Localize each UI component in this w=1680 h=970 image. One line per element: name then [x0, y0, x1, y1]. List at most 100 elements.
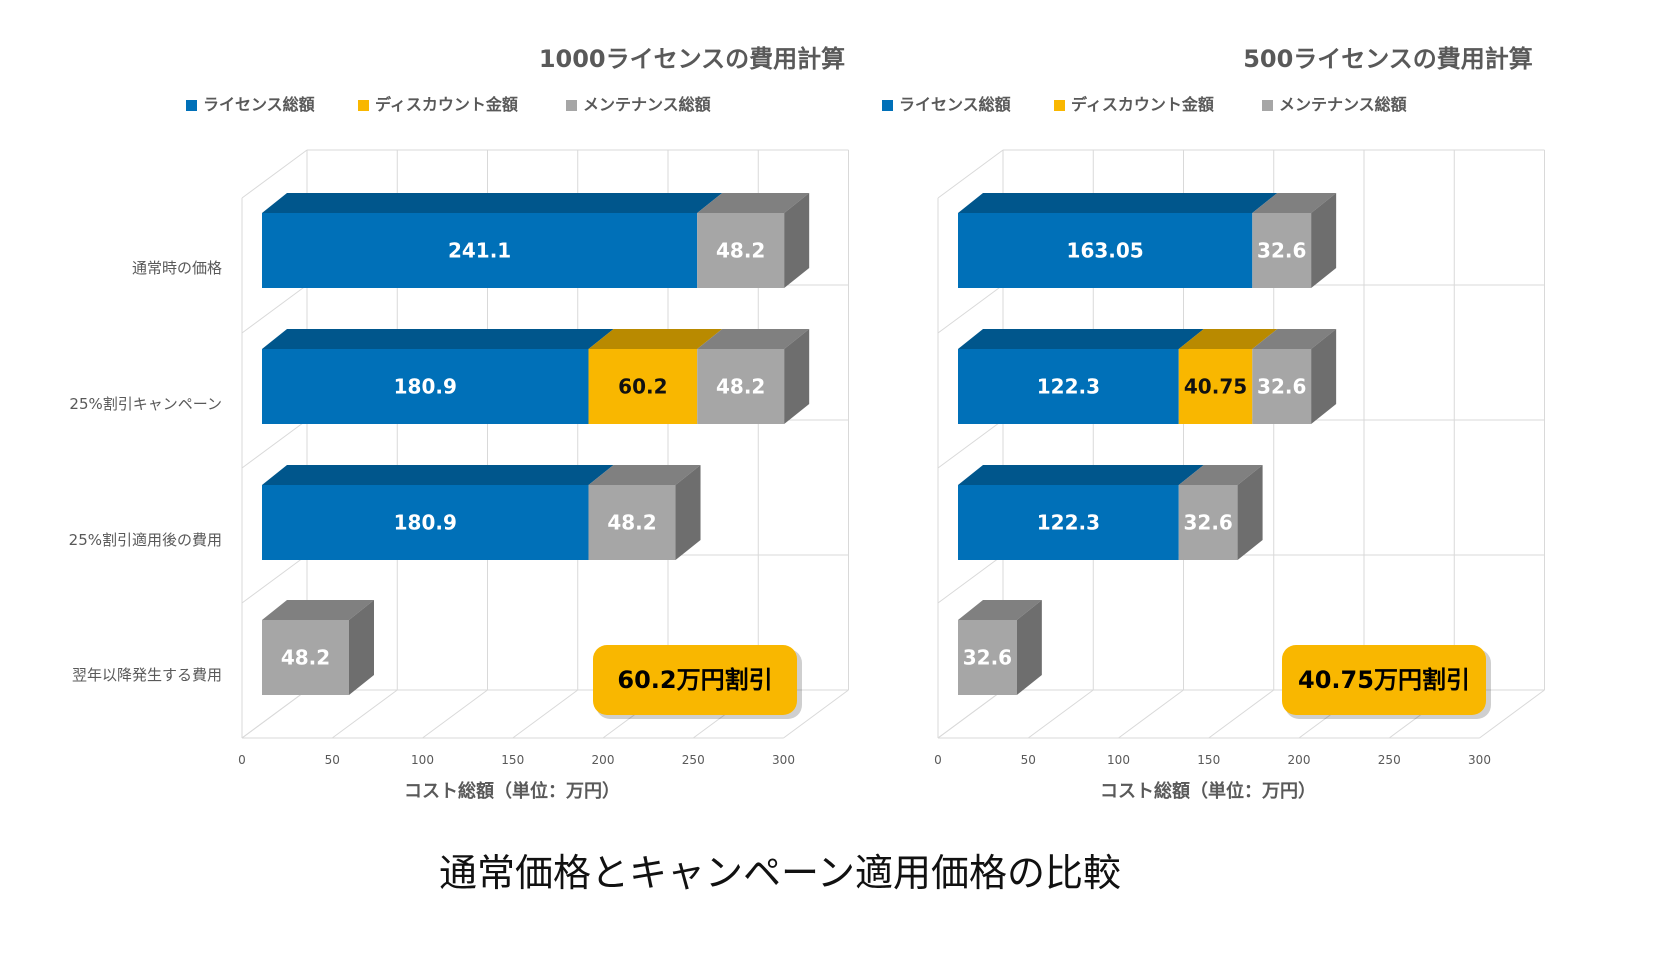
bar-segment: [588, 485, 676, 560]
side-gridline: [937, 689, 1004, 739]
data-label: 180.9: [394, 511, 457, 535]
legend-swatch: [882, 100, 893, 111]
y-category-label: 25%割引適用後の費用: [69, 531, 222, 549]
data-label: 180.9: [394, 375, 457, 399]
bar-top: [697, 193, 810, 213]
bar-top: [1252, 329, 1337, 349]
bar-segment: [588, 349, 698, 424]
floor-gridline: [1118, 689, 1184, 739]
chart-title-0: 1000ライセンスの費用計算: [539, 45, 845, 73]
x-tick-label: 150: [501, 753, 524, 767]
legend-label: メンテナンス総額: [1279, 95, 1407, 114]
y-category-label: 25%割引キャンペーン: [69, 395, 222, 413]
x-tick-label: 300: [772, 753, 795, 767]
bar-segment: [1178, 349, 1253, 424]
x-axis-title: コスト総額（単位：万円）: [1100, 780, 1316, 802]
legend-label: ディスカウント金額: [375, 95, 518, 114]
data-label: 60.2: [618, 375, 667, 399]
caption: 通常価格とキャンペーン適用価格の比較: [438, 851, 1122, 895]
x-tick-label: 50: [325, 753, 340, 767]
bar-side: [1237, 465, 1263, 560]
data-label: 241.1: [448, 239, 511, 263]
bar-side: [1016, 600, 1042, 695]
annotation-box: [1282, 645, 1486, 715]
x-tick-label: 150: [1197, 753, 1220, 767]
side-gridline: [241, 554, 308, 604]
bar-top: [958, 193, 1278, 213]
bar-segment: [262, 485, 589, 560]
bar-top: [588, 329, 723, 349]
bar-segment: [262, 213, 698, 288]
data-label: 48.2: [607, 511, 656, 535]
annotation-box: [593, 645, 797, 715]
data-label: 40.75: [1184, 375, 1247, 399]
bar-top: [262, 600, 375, 620]
legend-label: ライセンス総額: [203, 95, 315, 114]
x-tick-label: 200: [1288, 753, 1311, 767]
floor-gridline: [422, 689, 488, 739]
annotation-text: 40.75万円割引: [1298, 666, 1470, 694]
data-label: 48.2: [281, 646, 330, 670]
legend-label: ライセンス総額: [899, 95, 1011, 114]
bar-side: [1311, 193, 1337, 288]
floor-gridline: [1479, 689, 1545, 739]
data-label: 32.6: [1257, 375, 1306, 399]
side-gridline: [241, 149, 308, 199]
side-gridline: [937, 149, 1004, 199]
bar-top: [1178, 329, 1278, 349]
side-gridline: [937, 284, 1004, 334]
annotation-text: 60.2万円割引: [617, 666, 772, 694]
data-label: 163.05: [1067, 239, 1144, 263]
side-gridline: [937, 419, 1004, 469]
bar-segment: [1178, 485, 1238, 560]
legend-swatch: [1054, 100, 1065, 111]
bar-top: [1252, 193, 1337, 213]
bar-segment: [697, 213, 785, 288]
side-gridline: [241, 419, 308, 469]
bar-top: [958, 600, 1042, 620]
side-gridline: [241, 689, 308, 739]
x-tick-label: 0: [934, 753, 942, 767]
y-category-label: 翌年以降発生する費用: [72, 666, 222, 684]
bar-side: [675, 465, 701, 560]
x-tick-label: 250: [1378, 753, 1401, 767]
data-label: 122.3: [1037, 511, 1100, 535]
legend-swatch: [358, 100, 369, 111]
x-tick-label: 300: [1468, 753, 1491, 767]
floor-gridline: [1208, 689, 1275, 739]
bar-segment: [1252, 349, 1312, 424]
floor-gridline: [1027, 689, 1094, 739]
legend-swatch: [1262, 100, 1273, 111]
legend-swatch: [186, 100, 197, 111]
bar-side: [784, 193, 810, 288]
side-gridline: [241, 284, 308, 334]
x-tick-label: 250: [682, 753, 705, 767]
data-label: 122.3: [1037, 375, 1100, 399]
legend-label: ディスカウント金額: [1071, 95, 1214, 114]
bar-top: [588, 465, 701, 485]
bar-top: [1178, 465, 1263, 485]
bar-segment: [262, 349, 589, 424]
bar-segment: [262, 620, 350, 695]
bar-segment: [958, 620, 1017, 695]
bar-segment: [958, 349, 1179, 424]
data-label: 32.6: [1257, 239, 1306, 263]
x-tick-label: 100: [411, 753, 434, 767]
bar-top: [262, 465, 614, 485]
bar-side: [1311, 329, 1337, 424]
bar-top: [262, 329, 614, 349]
bar-segment: [1252, 213, 1312, 288]
x-axis-title: コスト総額（単位：万円）: [404, 780, 620, 802]
legend-label: メンテナンス総額: [583, 95, 711, 114]
bar-segment: [697, 349, 785, 424]
data-label: 48.2: [716, 239, 765, 263]
chart-title-1: 500ライセンスの費用計算: [1243, 45, 1533, 73]
side-gridline: [937, 554, 1004, 604]
bar-top: [262, 193, 723, 213]
x-tick-label: 200: [592, 753, 615, 767]
x-tick-label: 0: [238, 753, 246, 767]
x-tick-label: 50: [1021, 753, 1036, 767]
bar-segment: [958, 213, 1253, 288]
bar-top: [958, 329, 1204, 349]
